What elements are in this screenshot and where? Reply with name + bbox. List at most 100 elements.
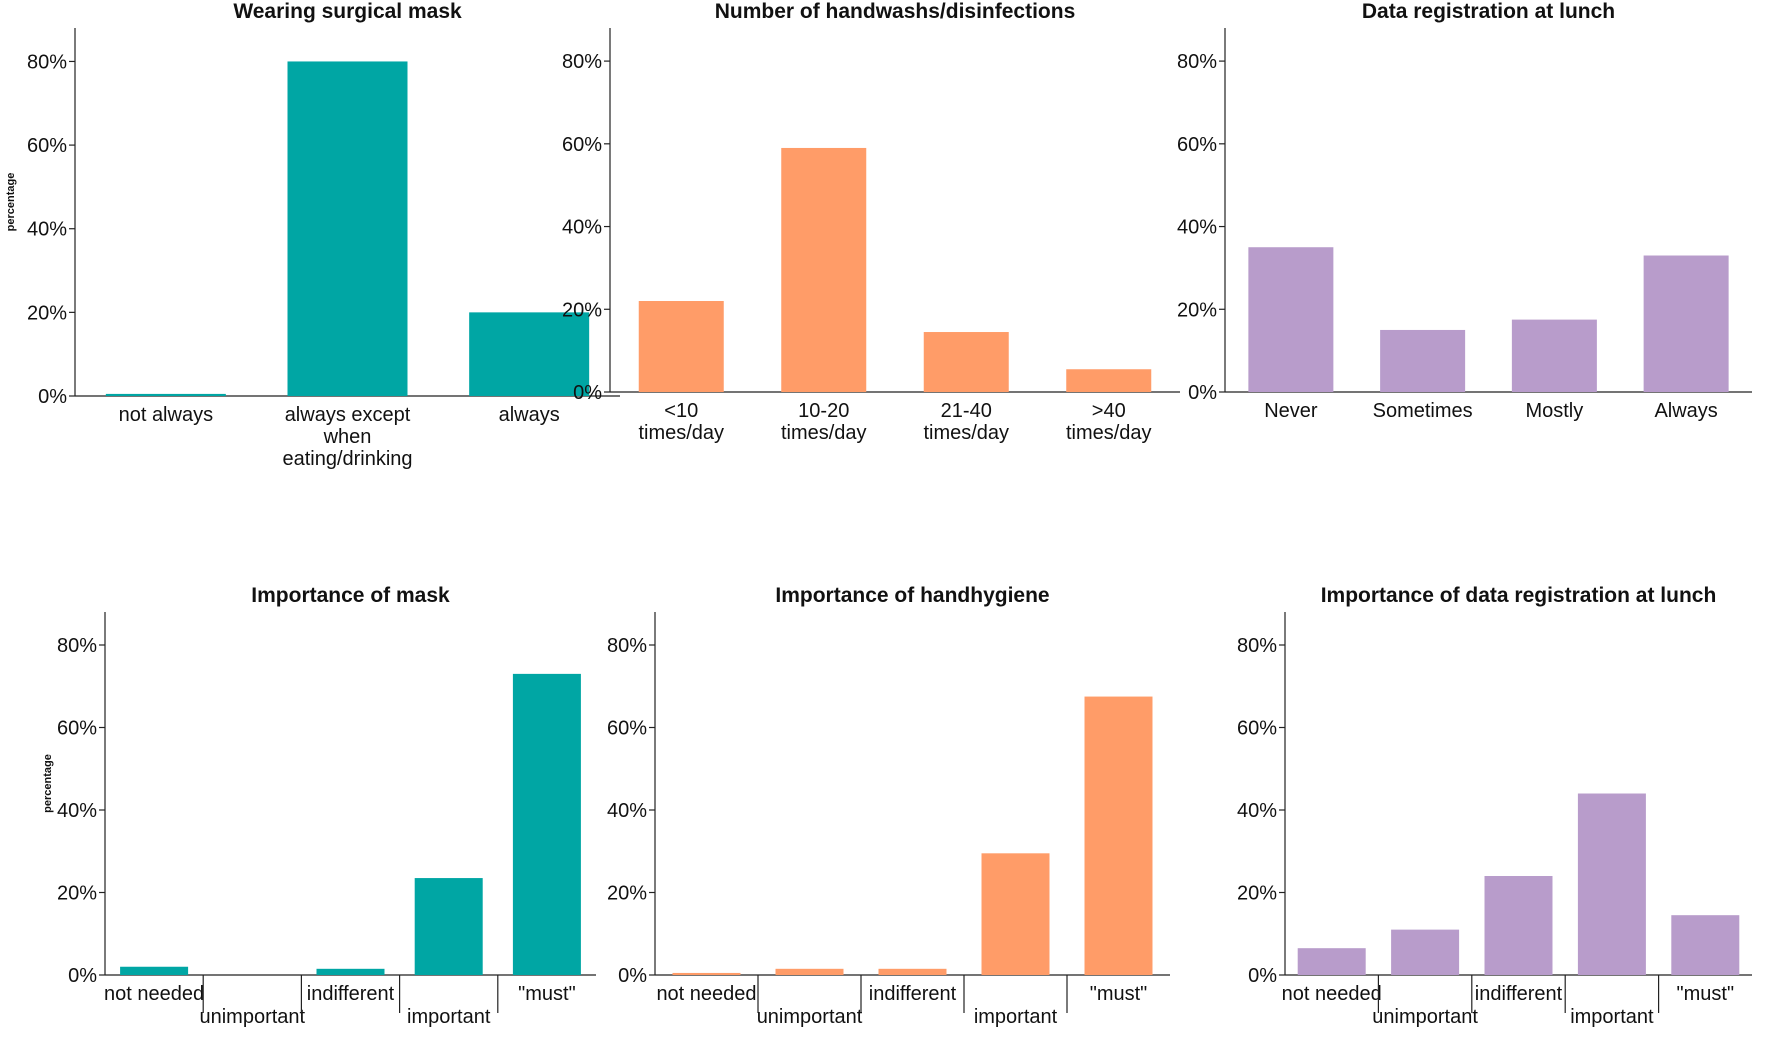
y-tick-label: 0% — [573, 382, 602, 404]
y-tick-label: 60% — [607, 718, 647, 740]
x-tick-label: unimportant — [199, 1006, 305, 1028]
chart-panel-6: Importance of data registration at lunch… — [1237, 584, 1752, 1028]
y-tick-label: 40% — [1237, 800, 1277, 822]
bar — [775, 968, 844, 975]
chart-panel-4: Importance of mask percentage 0% 20% 40% 60% 8… — [42, 584, 596, 1028]
x-tick-label: "must" — [1090, 983, 1148, 1005]
y-tick-label: 20% — [1237, 883, 1277, 905]
y-tick-label: 0% — [68, 965, 97, 987]
bar — [638, 301, 724, 392]
x-tick-label: Mostly — [1525, 400, 1583, 422]
bar — [1391, 929, 1460, 975]
x-tick-label: eating/drinking — [282, 448, 412, 470]
x-tick-label: 10-20 — [798, 400, 849, 422]
y-tick-label: 20% — [607, 883, 647, 905]
bar — [981, 853, 1050, 975]
chart-title: Data registration at lunch — [1362, 0, 1615, 23]
y-tick-label: 60% — [562, 134, 602, 156]
y-tick-label: 40% — [27, 219, 67, 241]
x-tick-label: times/day — [923, 422, 1009, 444]
bar — [923, 332, 1009, 392]
bar — [1297, 948, 1366, 975]
y-tick-label: 0% — [38, 386, 67, 408]
x-tick-label: indifferent — [1475, 983, 1563, 1005]
bar — [512, 673, 581, 975]
y-axis-label: percentage — [5, 173, 17, 232]
bar — [1671, 915, 1740, 975]
chart-panel-5: Importance of handhygiene 0% 20% 40% 60% 80% n… — [607, 584, 1170, 1028]
y-tick-label: 0% — [618, 965, 647, 987]
bar — [287, 61, 408, 397]
x-tick-label: important — [407, 1006, 491, 1028]
y-axis-label: percentage — [42, 754, 54, 813]
x-tick-label: important — [1570, 1006, 1654, 1028]
bar — [1511, 319, 1597, 392]
bar — [105, 393, 226, 396]
y-tick-label: 0% — [1188, 382, 1217, 404]
bar — [120, 966, 189, 975]
y-tick-label: 40% — [562, 217, 602, 239]
x-tick-label: unimportant — [1372, 1006, 1478, 1028]
x-tick-label: not always — [119, 404, 214, 426]
chart-title: Number of handwashs/disinfections — [715, 0, 1076, 23]
y-tick-label: 20% — [1177, 299, 1217, 321]
x-tick-label: Sometimes — [1373, 400, 1473, 422]
y-tick-label: 0% — [1248, 965, 1277, 987]
y-tick-label: 80% — [562, 51, 602, 73]
bar — [414, 878, 483, 975]
y-tick-label: 60% — [57, 718, 97, 740]
y-tick-label: 80% — [27, 51, 67, 73]
x-tick-label: times/day — [1066, 422, 1152, 444]
y-tick-label: 20% — [27, 302, 67, 324]
x-tick-label: "must" — [518, 983, 576, 1005]
x-tick-label: when — [323, 426, 372, 448]
y-tick-label: 80% — [607, 635, 647, 657]
bar — [781, 147, 867, 392]
x-tick-label: times/day — [638, 422, 724, 444]
y-tick-label: 60% — [27, 135, 67, 157]
bar — [1066, 369, 1152, 392]
x-tick-label: >40 — [1092, 400, 1126, 422]
x-tick-label: indifferent — [307, 983, 395, 1005]
x-tick-label: always — [499, 404, 560, 426]
bar — [878, 968, 947, 975]
bar — [1577, 793, 1646, 975]
x-tick-label: not needed — [1282, 983, 1382, 1005]
chart-title: Importance of data registration at lunch — [1321, 584, 1717, 607]
x-tick-label: not needed — [104, 983, 204, 1005]
bar — [316, 968, 385, 975]
bar — [1484, 876, 1553, 975]
x-tick-label: always except — [285, 404, 411, 426]
bar — [469, 312, 590, 396]
bar — [1248, 247, 1334, 392]
y-tick-label: 60% — [1237, 718, 1277, 740]
x-tick-label: not needed — [656, 983, 756, 1005]
y-tick-label: 80% — [57, 635, 97, 657]
y-tick-label: 60% — [1177, 134, 1217, 156]
bar — [1380, 329, 1466, 392]
y-tick-label: 40% — [607, 800, 647, 822]
bar — [1643, 255, 1729, 392]
x-tick-label: times/day — [781, 422, 867, 444]
chart-title: Importance of mask — [251, 584, 450, 607]
chart-panel-1: Wearing surgical mask percentage 0% 20% 40% 6… — [5, 0, 620, 470]
y-tick-label: 40% — [1177, 217, 1217, 239]
chart-title: Importance of handhygiene — [775, 584, 1049, 607]
chart-title: Wearing surgical mask — [233, 0, 462, 23]
x-tick-label: unimportant — [757, 1006, 863, 1028]
x-tick-label: 21-40 — [941, 400, 992, 422]
x-tick-label: Never — [1264, 400, 1318, 422]
bar — [1084, 696, 1153, 975]
y-tick-label: 20% — [562, 299, 602, 321]
chart-panel-2: Number of handwashs/disinfections 0% 20% 40… — [562, 0, 1180, 444]
x-tick-label: indifferent — [869, 983, 957, 1005]
y-tick-label: 80% — [1237, 635, 1277, 657]
x-tick-label: important — [974, 1006, 1058, 1028]
x-tick-label: <10 — [664, 400, 698, 422]
bar — [672, 972, 741, 975]
x-tick-label: "must" — [1677, 983, 1735, 1005]
x-tick-label: Always — [1654, 400, 1717, 422]
y-tick-label: 20% — [57, 883, 97, 905]
y-tick-label: 40% — [57, 800, 97, 822]
